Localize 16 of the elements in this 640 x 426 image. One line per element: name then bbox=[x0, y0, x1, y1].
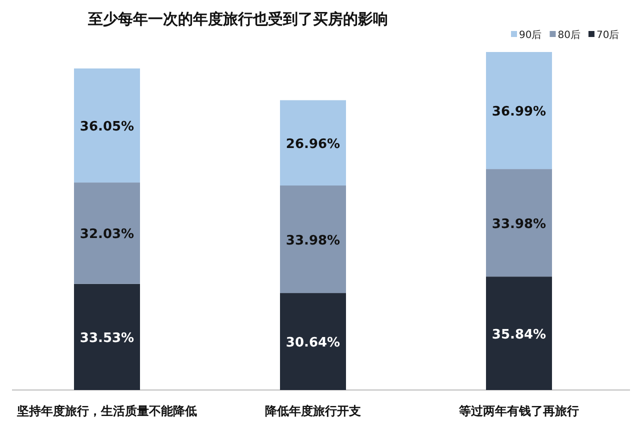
legend-label: 80后 bbox=[558, 29, 580, 41]
data-label: 35.84% bbox=[492, 327, 546, 342]
data-label: 26.96% bbox=[286, 136, 340, 152]
data-label: 33.98% bbox=[286, 233, 340, 248]
data-label: 36.05% bbox=[80, 120, 134, 134]
chart-title: 至少每年一次的年度旅行也受到了买房的影响 bbox=[87, 10, 388, 28]
x-tick-label: 降低年度旅行开支 bbox=[265, 404, 361, 418]
data-label: 33.98% bbox=[492, 216, 546, 232]
x-tick-label: 等过两年有钱了再旅行 bbox=[458, 404, 579, 418]
data-label: 32.03% bbox=[80, 227, 134, 242]
legend-label: 70后 bbox=[596, 29, 620, 41]
data-label: 30.64% bbox=[286, 336, 340, 351]
data-label: 33.53% bbox=[80, 330, 134, 346]
x-tick-label: 坚持年度旅行，生活质量不能降低 bbox=[16, 404, 197, 418]
legend-label: 90后 bbox=[519, 29, 542, 41]
data-label: 36.99% bbox=[492, 104, 546, 120]
